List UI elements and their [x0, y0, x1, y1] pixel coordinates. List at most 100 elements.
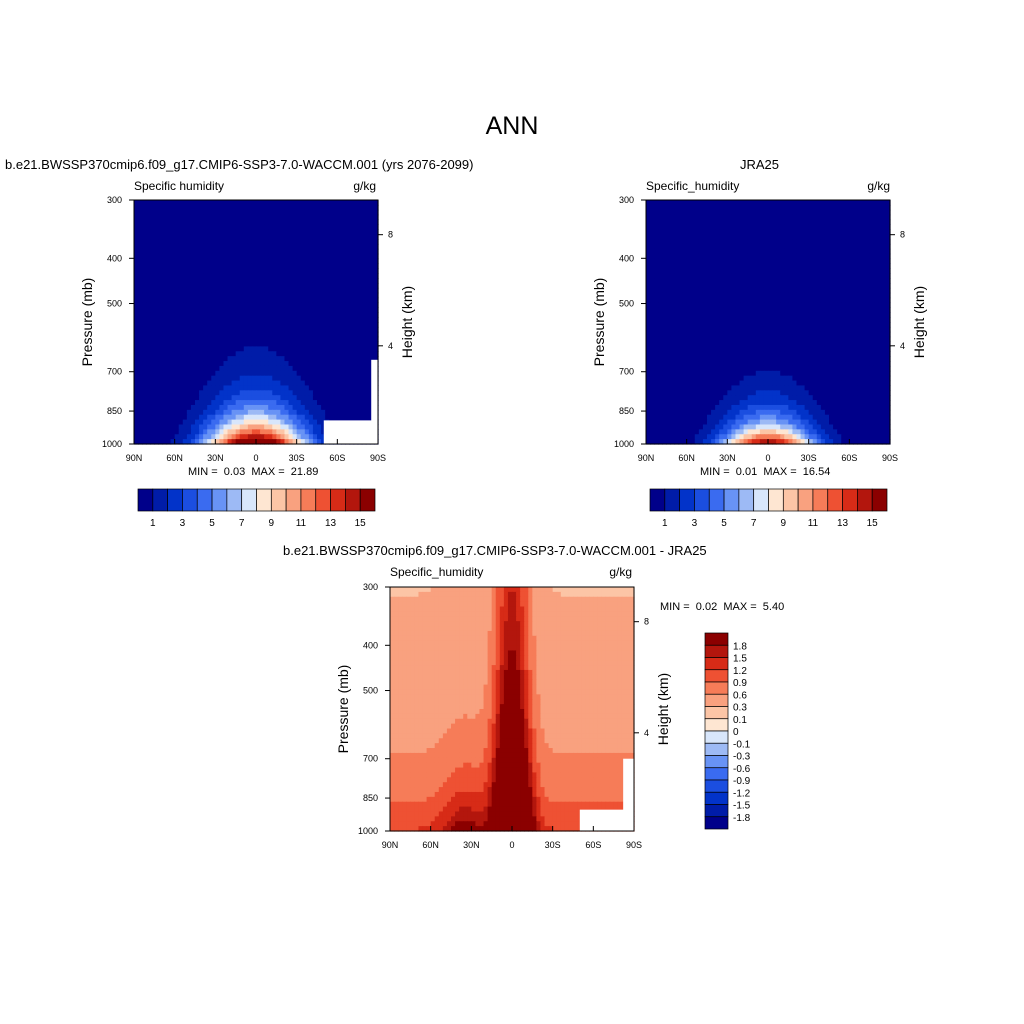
heatmap-cell [247, 336, 253, 343]
heatmap-cell [735, 322, 741, 328]
heatmap-cell [134, 404, 139, 411]
heatmap-cell [166, 434, 172, 440]
heatmap-cell [337, 268, 342, 274]
heatmap-cell [341, 375, 347, 382]
heatmap-cell [792, 322, 798, 328]
heatmap-cell [345, 375, 351, 382]
heatmap-cell [321, 419, 326, 426]
heatmap-cell [678, 336, 684, 343]
heatmap-cell [333, 326, 338, 333]
heatmap-cell [162, 234, 168, 240]
heatmap-cell [321, 331, 326, 338]
heatmap-cell [317, 439, 322, 445]
heatmap-cell [170, 317, 176, 323]
heatmap-cell [329, 361, 334, 367]
heatmap-cell [853, 341, 859, 347]
heatmap-cell [674, 258, 680, 265]
heatmap-cell [317, 248, 322, 255]
heatmap-cell [735, 346, 741, 352]
heatmap-cell [349, 297, 355, 304]
heatmap-cell [365, 370, 371, 377]
heatmap-cell [186, 248, 192, 255]
heatmap-cell [369, 312, 375, 318]
heatmap-cell [264, 351, 269, 357]
heatmap-cell [243, 326, 249, 333]
heatmap-cell [203, 424, 208, 430]
heatmap-cell [869, 351, 875, 357]
heatmap-cell [682, 273, 688, 279]
heatmap-cell [349, 239, 355, 245]
heatmap-cell [861, 268, 867, 274]
heatmap-cell [877, 307, 883, 313]
heatmap-cell [690, 239, 696, 245]
heatmap-cell [251, 297, 257, 304]
heatmap-cell [142, 351, 147, 357]
heatmap-cell [312, 370, 318, 377]
heatmap-cell [666, 229, 671, 235]
heatmap-cell [353, 370, 359, 377]
heatmap-cell [812, 234, 818, 240]
heatmap-cell [702, 243, 708, 250]
heatmap-cell [857, 209, 863, 216]
heatmap-cell [235, 370, 241, 377]
heatmap-cell [646, 351, 651, 357]
heatmap-cell [865, 322, 871, 328]
heatmap-cell [251, 331, 257, 338]
heatmap-cell [702, 214, 708, 221]
heatmap-cell [682, 239, 688, 245]
heatmap-cell [341, 297, 347, 304]
heatmap-cell [694, 307, 700, 313]
heatmap-cell [317, 356, 322, 362]
heatmap-cell [317, 346, 322, 352]
heatmap-cell [154, 404, 159, 411]
heatmap-cell [796, 287, 802, 294]
heatmap-cell [731, 341, 737, 347]
heatmap-cell [349, 209, 355, 216]
heatmap-cell [743, 204, 749, 211]
heatmap-cell [223, 224, 229, 230]
heatmap-cell [353, 307, 359, 313]
heatmap-cell [800, 224, 806, 230]
heatmap-cell [304, 439, 310, 445]
heatmap-cell [373, 263, 379, 269]
heatmap-cell [235, 307, 241, 313]
heatmap-cell [341, 263, 347, 269]
heatmap-cell [260, 341, 265, 347]
heatmap-cell [820, 243, 826, 250]
heatmap-cell [337, 239, 342, 245]
heatmap-cell [280, 297, 286, 304]
heatmap-cell [215, 341, 220, 347]
heatmap-cell [235, 439, 241, 445]
heatmap-cell [877, 258, 883, 265]
heatmap-cell [134, 336, 139, 343]
heatmap-cell [739, 322, 745, 328]
heatmap-cell [816, 239, 822, 245]
heatmap-cell [694, 209, 700, 216]
heatmap-cell [682, 224, 688, 230]
heatmap-cell [361, 404, 367, 411]
heatmap-cell [841, 331, 846, 338]
heatmap-cell [739, 331, 745, 338]
heatmap-cell [231, 229, 237, 235]
heatmap-cell [268, 312, 273, 318]
heatmap-cell [788, 351, 793, 357]
heatmap-cell [841, 263, 846, 269]
heatmap-cell [272, 409, 277, 416]
heatmap-cell [861, 278, 867, 284]
heatmap-cell [369, 287, 375, 294]
heatmap-cell [662, 322, 667, 328]
heatmap-cell [837, 273, 842, 279]
heatmap-cell [166, 312, 172, 318]
heatmap-cell [158, 322, 164, 328]
heatmap-cell [260, 317, 265, 323]
heatmap-cell [353, 243, 359, 250]
heatmap-cell [747, 239, 753, 245]
heatmap-cell [731, 273, 737, 279]
heatmap-cell [869, 282, 875, 289]
heatmap-cell [829, 229, 834, 235]
heatmap-cell [138, 248, 143, 255]
heatmap-cell [658, 229, 663, 235]
heatmap-cell [885, 331, 891, 338]
heatmap-cell [138, 302, 143, 308]
heatmap-cell [682, 258, 688, 265]
